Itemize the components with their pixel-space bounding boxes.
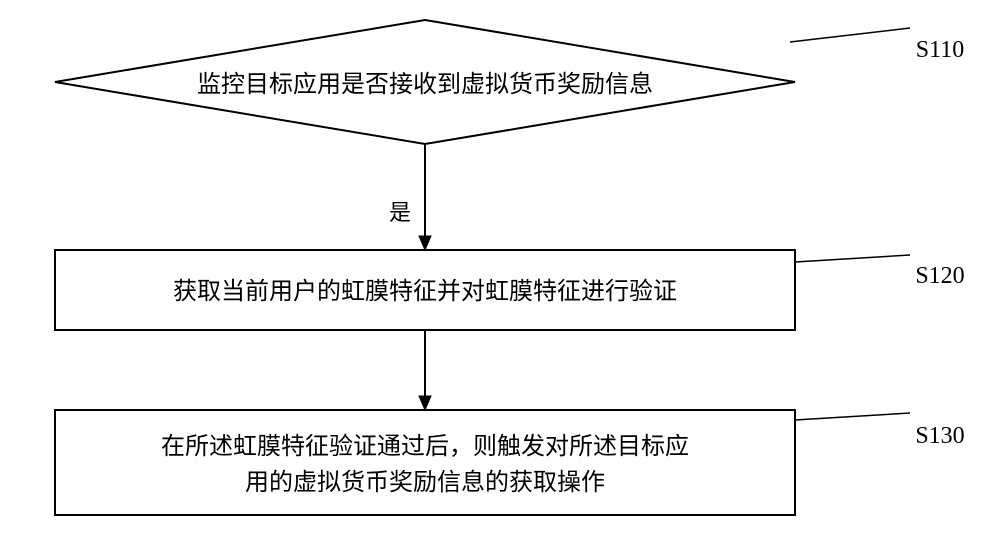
node-text-s110: 监控目标应用是否接收到虚拟货币奖励信息 (125, 67, 725, 103)
leader-line-1 (795, 255, 910, 262)
arrowhead-1 (419, 396, 431, 410)
step-label-s110: S110 (900, 32, 980, 68)
step-label-s120: S120 (900, 258, 980, 294)
arrowhead-0 (419, 236, 431, 250)
leader-line-2 (795, 413, 910, 420)
edge-label-0: 是 (375, 196, 425, 229)
node-text-s120: 获取当前用户的虹膜特征并对虹膜特征进行验证 (65, 274, 785, 310)
node-text-s130: 在所述虹膜特征验证通过后，则触发对所述目标应 用的虚拟货币奖励信息的获取操作 (65, 429, 785, 501)
step-label-s130: S130 (900, 418, 980, 454)
leader-line-0 (790, 28, 910, 42)
flowchart-canvas: 监控目标应用是否接收到虚拟货币奖励信息 S110 获取当前用户的虹膜特征并对虹膜特征… (0, 0, 1000, 537)
